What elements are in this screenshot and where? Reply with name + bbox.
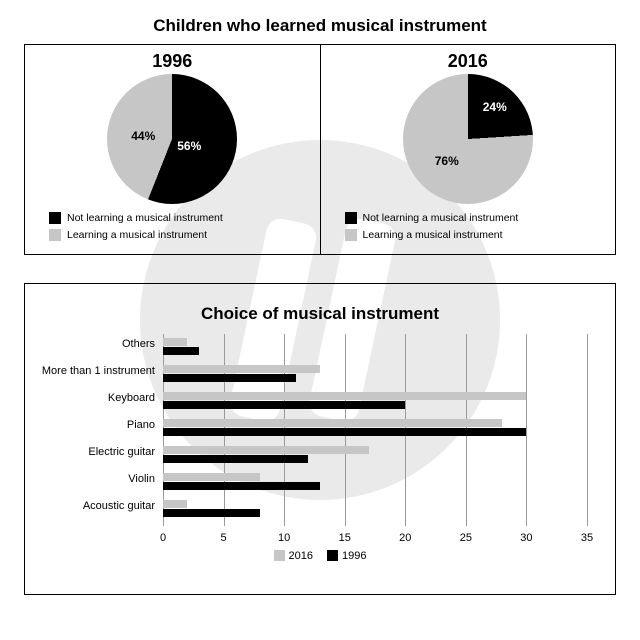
bar-1996 xyxy=(163,509,260,517)
pie-cell: 1996 56% 44% Not learning a musical instrum… xyxy=(25,45,321,254)
category-label: More than 1 instrument xyxy=(42,365,163,377)
category-label: Violin xyxy=(128,473,163,485)
bar-chart-title: Choice of musical instrument xyxy=(43,304,597,324)
bar-category: More than 1 instrument xyxy=(163,363,587,390)
legend-swatch xyxy=(49,212,61,224)
legend-text: Not learning a musical instrument xyxy=(67,210,223,227)
bar-1996 xyxy=(163,401,405,409)
x-tick-label: 35 xyxy=(581,532,593,544)
bar-category: Piano xyxy=(163,417,587,444)
x-tick-label: 10 xyxy=(278,532,290,544)
x-tick-label: 5 xyxy=(221,532,227,544)
pie-percent-label: 56% xyxy=(177,139,201,153)
x-tick-label: 15 xyxy=(339,532,351,544)
legend-swatch xyxy=(345,229,357,241)
legend-swatch xyxy=(274,550,285,561)
bar-1996 xyxy=(163,374,296,382)
bar-2016 xyxy=(163,446,369,454)
legend-text: Learning a musical instrument xyxy=(67,227,207,244)
grid-line xyxy=(587,334,588,526)
pie-cell: 2016 24% 76% Not learning a musical instrum… xyxy=(321,45,616,254)
legend-swatch xyxy=(49,229,61,241)
legend-text: 1996 xyxy=(342,550,366,562)
bar-category: Acoustic guitar xyxy=(163,498,587,525)
pie-percent-label: 24% xyxy=(483,100,507,114)
main-title: Children who learned musical instrument xyxy=(24,16,616,36)
bar-category: Keyboard xyxy=(163,390,587,417)
pie-legend: Not learning a musical instrumentLearnin… xyxy=(31,210,314,244)
x-tick-label: 25 xyxy=(460,532,472,544)
category-label: Keyboard xyxy=(108,392,163,404)
bar-2016 xyxy=(163,392,526,400)
legend-row: Learning a musical instrument xyxy=(345,227,610,244)
pie-legend: Not learning a musical instrumentLearnin… xyxy=(327,210,610,244)
bar-chart-legend: 2016 1996 xyxy=(43,550,597,562)
bar-2016 xyxy=(163,500,187,508)
x-tick-label: 20 xyxy=(399,532,411,544)
pie-wrap: 24% 76% xyxy=(327,74,610,204)
x-tick-label: 30 xyxy=(520,532,532,544)
bar-2016 xyxy=(163,365,320,373)
pie-wrap: 56% 44% xyxy=(31,74,314,204)
bar-chart-area: 05101520253035OthersMore than 1 instrume… xyxy=(163,334,587,544)
legend-swatch xyxy=(345,212,357,224)
legend-text: 2016 xyxy=(289,550,313,562)
category-label: Acoustic guitar xyxy=(83,500,163,512)
bar-2016 xyxy=(163,473,260,481)
legend-text: Learning a musical instrument xyxy=(363,227,503,244)
bar-category: Violin xyxy=(163,471,587,498)
legend-row: Not learning a musical instrument xyxy=(49,210,314,227)
x-tick-label: 0 xyxy=(160,532,166,544)
category-label: Piano xyxy=(127,419,163,431)
category-label: Electric guitar xyxy=(88,446,163,458)
legend-text: Not learning a musical instrument xyxy=(363,210,519,227)
bar-chart-section: Choice of musical instrument 0 5 10 15 20 25 3… xyxy=(24,283,616,595)
content-root: Children who learned musical instrument … xyxy=(0,0,640,611)
legend-row: Learning a musical instrument xyxy=(49,227,314,244)
pie-year-title: 1996 xyxy=(31,51,314,72)
legend-swatch xyxy=(327,550,338,561)
category-label: Others xyxy=(122,338,163,350)
pie-charts-row: 1996 56% 44% Not learning a musical instrum… xyxy=(24,44,616,255)
bar-category: Others xyxy=(163,336,587,363)
pie-percent-label: 44% xyxy=(131,129,155,143)
pie-year-title: 2016 xyxy=(327,51,610,72)
bar-2016 xyxy=(163,338,187,346)
bar-1996 xyxy=(163,482,320,490)
bar-1996 xyxy=(163,347,199,355)
pie-chart: 24% 76% xyxy=(403,74,533,204)
bar-1996 xyxy=(163,428,526,436)
bar-2016 xyxy=(163,419,502,427)
legend-row: Not learning a musical instrument xyxy=(345,210,610,227)
bar-1996 xyxy=(163,455,308,463)
bar-category: Electric guitar xyxy=(163,444,587,471)
pie-percent-label: 76% xyxy=(435,154,459,168)
pie-chart: 56% 44% xyxy=(107,74,237,204)
